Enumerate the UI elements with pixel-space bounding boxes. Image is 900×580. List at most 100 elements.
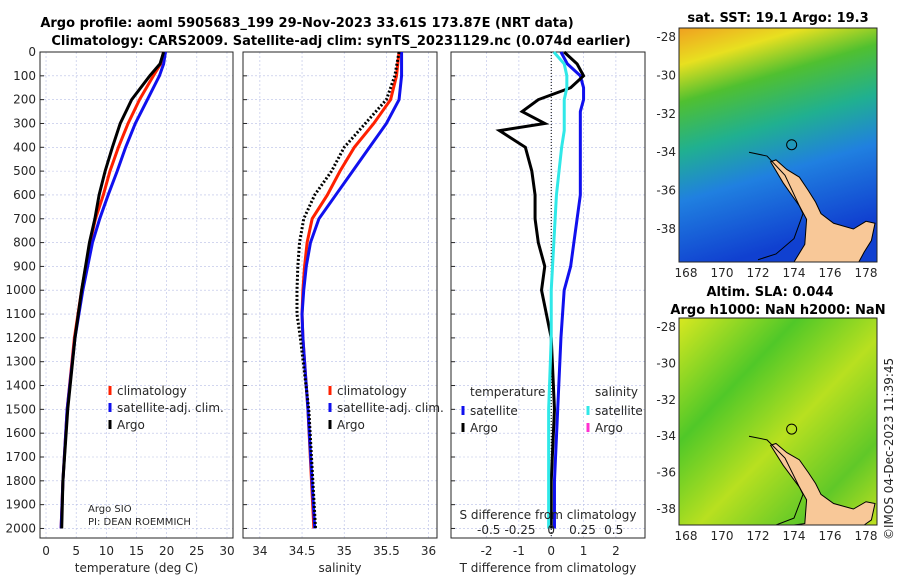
x-tick-label: 35.5 xyxy=(373,544,400,558)
x-tick-label: 0 xyxy=(42,544,50,558)
map-title-line1: Altim. SLA: 0.044 xyxy=(707,285,834,300)
x-tick-label: 25 xyxy=(189,544,204,558)
x-axis-label: temperature (deg C) xyxy=(75,561,198,575)
title-line2: Climatology: CARS2009. Satellite-adj cli… xyxy=(51,34,630,49)
lon-tick-label: 176 xyxy=(819,529,842,543)
credit-institution: Argo SIO xyxy=(88,504,132,515)
y-tick-label: 1700 xyxy=(5,450,36,464)
lon-tick-label: 178 xyxy=(855,529,878,543)
x-tick-label: 36 xyxy=(421,544,436,558)
map-title: sat. SST: 19.1 Argo: 19.3 xyxy=(687,11,868,26)
lat-tick-label: -32 xyxy=(656,393,676,407)
sla-map: -28 -30 -32 -34 -36 -38 168 170 172 174 176 178 Alti… xyxy=(656,285,885,543)
legend-label: Argo xyxy=(470,421,498,435)
x2-axis-label: S difference from climatology xyxy=(460,508,637,522)
lat-tick-label: -32 xyxy=(656,107,676,121)
map-frame xyxy=(678,317,878,526)
y-tick-label: 1800 xyxy=(5,474,36,488)
lon-tick-label: 168 xyxy=(675,266,698,280)
x-tick-label: 1 xyxy=(580,544,588,558)
axes-frame xyxy=(450,51,646,539)
x-tick-label: 10 xyxy=(99,544,114,558)
x-tick-label: 5 xyxy=(72,544,80,558)
y-tick-label: 500 xyxy=(13,164,36,178)
y-tick-label: 1000 xyxy=(5,283,36,297)
y-tick-label: 100 xyxy=(13,69,36,83)
bathymetry-contour xyxy=(748,151,804,261)
argo-float-marker xyxy=(786,139,798,151)
lat-tick-label: -34 xyxy=(656,429,676,443)
x-tick-label: 30 xyxy=(219,544,234,558)
series-line-t-satellite xyxy=(552,51,586,529)
lat-tick-label: -30 xyxy=(656,68,676,82)
panel-difference: -2 -1 0 1 2 T difference from climatology temp… xyxy=(450,50,646,575)
map-field xyxy=(679,318,877,525)
lat-tick-label: -30 xyxy=(656,356,676,370)
x-tick-label: -1 xyxy=(513,544,525,558)
series-line-argo xyxy=(295,51,401,529)
timestamp: ©IMOS 04-Dec-2023 11:39:45 xyxy=(882,358,896,540)
lon-tick-label: 172 xyxy=(747,529,770,543)
legend-title-salinity: salinity xyxy=(595,385,638,399)
x-tick-label: 20 xyxy=(159,544,174,558)
lat-tick-label: -28 xyxy=(656,30,676,44)
x2-tick-label: -0.25 xyxy=(504,523,535,537)
y-tick-label: 300 xyxy=(13,116,36,130)
lat-tick-label: -36 xyxy=(656,184,676,198)
argo-float-marker xyxy=(786,423,798,435)
sst-map: -28 -30 -32 -34 -36 -38 168 170 172 174 176 178 sat.… xyxy=(656,11,878,280)
lon-tick-label: 170 xyxy=(711,266,734,280)
lat-tick-label: -38 xyxy=(656,222,676,236)
legend-label: Argo xyxy=(117,418,145,432)
y-tick-label: 1300 xyxy=(5,355,36,369)
x2-tick-label: 0 xyxy=(547,523,555,537)
x2-tick-label: 0.5 xyxy=(604,523,623,537)
lon-tick-label: 176 xyxy=(819,266,842,280)
panel-temperature: 0100200300400500600700800900100011001200… xyxy=(5,45,234,575)
legend-label: satellite-adj. clim. xyxy=(117,401,224,415)
x-tick-label: 34 xyxy=(252,544,267,558)
y-tick-label: 1400 xyxy=(5,379,36,393)
y-tick-label: 1200 xyxy=(5,331,36,345)
y-tick-label: 1500 xyxy=(5,402,36,416)
series-line-s-satellite xyxy=(547,51,569,529)
y-tick-label: 700 xyxy=(13,212,36,226)
lon-tick-label: 174 xyxy=(783,266,806,280)
legend-label: climatology xyxy=(337,384,407,398)
x-tick-label: 35 xyxy=(337,544,352,558)
y-tick-label: 2000 xyxy=(5,521,36,535)
panel-salinity: 34 34.5 35 35.5 36 salinity climatology satelli… xyxy=(242,51,444,575)
map-title-line2: Argo h1000: NaN h2000: NaN xyxy=(670,303,885,318)
lon-tick-label: 178 xyxy=(855,266,878,280)
y-tick-label: 1900 xyxy=(5,498,36,512)
lon-tick-label: 172 xyxy=(747,266,770,280)
legend-label: satellite-adj. clim. xyxy=(337,401,444,415)
y-tick-label: 900 xyxy=(13,259,36,273)
title-line1: Argo profile: aoml 5905683_199 29-Nov-20… xyxy=(40,16,573,31)
y-tick-label: 800 xyxy=(13,236,36,250)
x-axis-label: salinity xyxy=(318,561,361,575)
x2-tick-label: -0.5 xyxy=(477,523,500,537)
series-line-satellite-adj-clim- xyxy=(300,52,404,529)
map-field xyxy=(679,28,877,262)
map-frame xyxy=(678,27,878,263)
legend-label: Argo xyxy=(595,421,623,435)
y-tick-label: 600 xyxy=(13,188,36,202)
series-line-argo xyxy=(60,51,166,529)
y-tick-label: 400 xyxy=(13,140,36,154)
legend-label: Argo xyxy=(337,418,365,432)
x-tick-label: 15 xyxy=(129,544,144,558)
credit-pi: PI: DEAN ROEMMICH xyxy=(88,517,191,528)
lat-tick-label: -38 xyxy=(656,502,676,516)
x2-tick-label: 0.25 xyxy=(569,523,596,537)
axes-frame xyxy=(242,51,438,539)
x-tick-label: 2 xyxy=(612,544,620,558)
lat-tick-label: -36 xyxy=(656,466,676,480)
lat-tick-label: -28 xyxy=(656,320,676,334)
y-tick-label: 1100 xyxy=(5,307,36,321)
legend-title-temperature: temperature xyxy=(470,385,545,399)
y-tick-label: 1600 xyxy=(5,426,36,440)
x-tick-label: 34.5 xyxy=(289,544,316,558)
